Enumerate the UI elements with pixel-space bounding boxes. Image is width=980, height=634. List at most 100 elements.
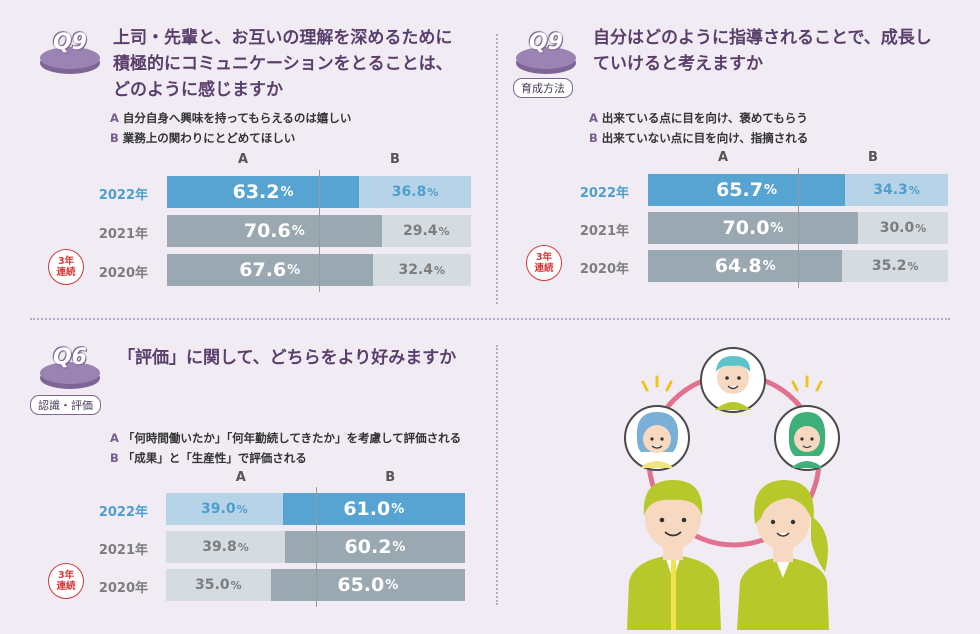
consecutive-line: 3年 — [57, 570, 75, 581]
avatar-left — [624, 405, 690, 471]
option-key: A — [110, 111, 119, 125]
center-line — [319, 170, 320, 292]
consecutive-line: 連続 — [56, 267, 76, 278]
value-unit: % — [434, 263, 446, 277]
bar-segment-a: 64.8% — [648, 250, 843, 282]
vertical-divider-bottom — [496, 345, 498, 605]
option-b: B 業務上の関わりにとどめてほしい — [110, 130, 295, 146]
consecutive-line: 連続 — [56, 581, 76, 592]
value-label: 30.0 — [879, 220, 915, 236]
year-label: 2020年 — [579, 262, 629, 277]
year-label: 2021年 — [98, 543, 148, 558]
column-header-b: B — [385, 470, 396, 485]
bar-segment-b: 35.2% — [842, 250, 948, 282]
value-label: 65.0 — [337, 574, 385, 596]
bar-segment-b: 29.4% — [381, 215, 471, 247]
value-label: 61.0 — [343, 498, 391, 520]
panel-q9-communication: Q9 上司・先輩と、お互いの理解を深めるために 積極的にコミュニケーションをとる… — [0, 0, 497, 318]
value-unit: % — [385, 577, 399, 593]
option-a: A 出来ている点に目を向け、褒めてもらう — [589, 110, 808, 126]
value-unit: % — [392, 539, 406, 555]
center-line — [315, 487, 317, 607]
question-title: 自分はどのように指導されることで、成長し ていけると考えますか — [593, 25, 932, 77]
bar-segment-a: 63.2% — [167, 176, 360, 208]
option-key: B — [589, 131, 598, 145]
value-unit: % — [291, 223, 305, 239]
column-header-a: A — [717, 150, 729, 165]
option-text: 出来ている点に目を向け、褒めてもらう — [601, 111, 808, 125]
illustration-panel — [497, 320, 980, 630]
consecutive-badge: 3年 連続 — [48, 563, 84, 599]
horizontal-divider — [30, 318, 950, 320]
question-badge: Q9 — [514, 30, 578, 80]
bar-segment-a: 65.7% — [648, 174, 846, 206]
title-line: どのように感じますか — [113, 80, 283, 100]
value-label: 67.6 — [239, 259, 287, 281]
year-label: 2020年 — [98, 266, 148, 281]
value-unit: % — [908, 183, 920, 197]
value-unit: % — [770, 220, 784, 236]
bar-segment-b: 65.0% — [270, 569, 465, 601]
question-number: Q6 — [52, 345, 87, 370]
year-label: 2021年 — [579, 224, 629, 239]
value-label: 63.2 — [232, 181, 280, 203]
column-header-b: B — [868, 150, 878, 165]
value-label: 32.4 — [398, 262, 433, 278]
option-text: 業務上の関わりにとどめてほしい — [122, 131, 296, 145]
option-b: B 「成果」と「生産性」で評価される — [110, 450, 307, 466]
option-key: A — [589, 111, 598, 125]
value-unit: % — [763, 182, 777, 198]
bar-segment-b: 34.3% — [845, 174, 948, 206]
title-line: 「評価」に関して、どちらをより好みますか — [118, 348, 457, 368]
badge-disc — [40, 47, 100, 69]
option-text: 「何時間働いたか」「何年勤続してきたか」を考慮して評価される — [122, 431, 462, 445]
title-line: 上司・先輩と、お互いの理解を深めるために — [113, 28, 453, 48]
front-man — [627, 480, 721, 630]
value-unit: % — [280, 184, 294, 200]
value-unit: % — [391, 501, 405, 517]
year-label: 2021年 — [98, 227, 148, 242]
value-label: 39.0 — [201, 501, 236, 517]
bar-segment-a: 70.0% — [648, 212, 858, 244]
title-line: ていけると考えますか — [593, 54, 763, 74]
question-badge: Q9 — [38, 30, 102, 80]
value-label: 60.2 — [344, 536, 392, 558]
value-unit: % — [915, 221, 927, 235]
year-label: 2020年 — [98, 581, 148, 596]
bar-segment-b: 32.4% — [372, 254, 471, 286]
team-communication-illustration — [624, 347, 840, 630]
option-text: 「成果」と「生産性」で評価される — [122, 451, 307, 465]
option-text: 自分自身へ興味を持ってもらえるのは嬉しい — [122, 111, 352, 125]
avatar-top — [700, 347, 766, 413]
option-text: 出来ていない点に目を向け、指摘される — [601, 131, 809, 145]
badge-disc — [516, 47, 576, 69]
center-line — [798, 168, 799, 288]
value-label: 34.3 — [873, 182, 908, 198]
vertical-divider-top — [496, 34, 498, 304]
bar-segment-b: 30.0% — [858, 212, 948, 244]
bar-segment-b: 61.0% — [282, 493, 465, 525]
title-line: 自分はどのように指導されることで、成長し — [593, 28, 932, 48]
value-label: 39.8 — [202, 539, 237, 555]
bar-segment-a: 39.8% — [166, 531, 285, 563]
consecutive-badge: 3年 連続 — [48, 249, 84, 285]
column-header-a: A — [237, 152, 249, 167]
badge-disc — [40, 362, 100, 384]
value-unit: % — [287, 262, 301, 278]
year-label: 2022年 — [98, 505, 148, 520]
sparkle-marks — [641, 375, 823, 392]
front-woman — [737, 480, 829, 630]
option-a: A 自分自身へ興味を持ってもらえるのは嬉しい — [110, 110, 351, 126]
value-label: 35.2 — [871, 258, 907, 274]
value-unit: % — [762, 258, 776, 274]
value-label: 29.4 — [403, 223, 438, 239]
question-badge: Q6 — [38, 345, 102, 395]
option-b: B 出来ていない点に目を向け、指摘される — [589, 130, 808, 146]
panel-q6-evaluation: Q6 認識・評価 「評価」に関して、どちらをより好みますか A 「何時間働いたか… — [0, 320, 497, 630]
year-label: 2022年 — [98, 188, 148, 203]
consecutive-line: 連続 — [534, 263, 554, 274]
consecutive-line: 3年 — [57, 256, 75, 267]
option-a: A 「何時間働いたか」「何年勤続してきたか」を考慮して評価される — [110, 430, 461, 446]
question-number: Q9 — [52, 30, 87, 55]
category-tag: 認識・評価 — [30, 395, 101, 415]
